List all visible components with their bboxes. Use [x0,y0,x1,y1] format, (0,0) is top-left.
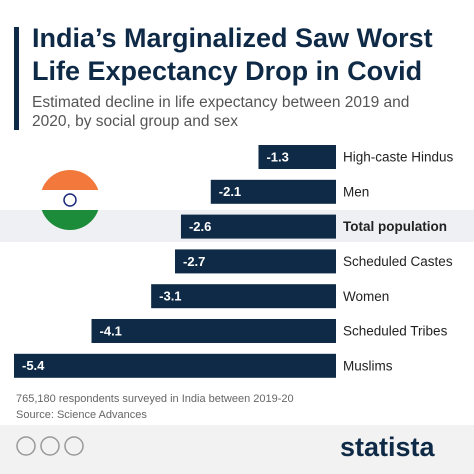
bar [175,249,336,274]
bar [14,353,336,378]
flag [40,170,100,230]
category-label: Scheduled Castes [343,254,453,269]
value-label: -4.1 [100,323,122,338]
footer-band [0,425,474,474]
chart-subtitle: Estimated decline in life expectancy bet… [32,94,410,130]
bar [91,319,336,343]
bar [258,145,336,169]
cc-icons [16,436,84,456]
bar [151,284,336,309]
accent-bar [14,27,19,130]
note: 765,180 respondents surveyed in India be… [16,393,294,405]
category-label: Men [343,184,369,199]
chart-title: India’s Marginalized Saw Worst Life Expe… [32,23,433,86]
category-label: Muslims [343,358,393,373]
value-label: -5.4 [22,358,45,373]
source: Source: Science Advances [16,409,147,421]
category-label: High-caste Hindus [343,150,454,165]
value-label: -2.6 [189,219,211,234]
value-label: -2.1 [219,184,241,199]
category-label: Scheduled Tribes [343,324,448,339]
bar [210,179,336,204]
value-label: -1.3 [266,149,288,164]
category-label: Total population [343,219,447,234]
value-label: -2.7 [183,254,205,269]
brand-logo: statista [340,432,436,462]
value-label: -3.1 [159,289,181,304]
bar [180,214,336,239]
category-label: Women [343,289,389,304]
